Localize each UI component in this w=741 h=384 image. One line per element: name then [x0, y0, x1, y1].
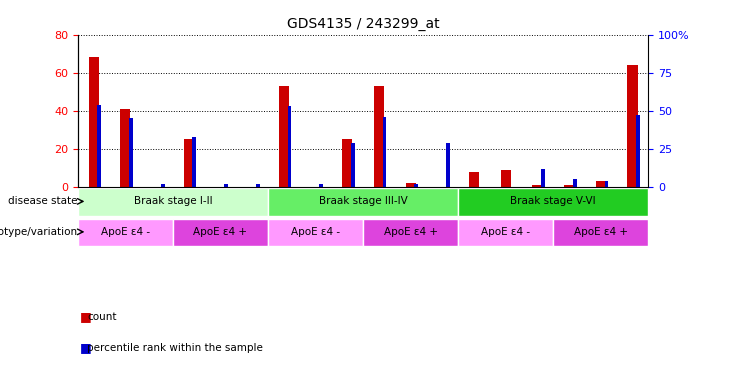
Bar: [173, 219, 268, 246]
Bar: [414, 184, 418, 187]
Text: ApoE ε4 +: ApoE ε4 +: [574, 227, 628, 237]
Bar: [564, 185, 574, 187]
Bar: [224, 184, 228, 187]
Bar: [184, 139, 194, 187]
Text: ■: ■: [80, 341, 92, 354]
Text: ApoE ε4 +: ApoE ε4 +: [384, 227, 438, 237]
Bar: [446, 142, 450, 187]
Bar: [596, 181, 606, 187]
Bar: [405, 183, 416, 187]
Bar: [256, 184, 259, 187]
Bar: [78, 188, 268, 216]
Bar: [78, 219, 173, 246]
Bar: [89, 57, 99, 187]
Text: count: count: [87, 312, 117, 322]
Bar: [605, 181, 608, 187]
Bar: [97, 104, 101, 187]
Bar: [193, 137, 196, 187]
Bar: [532, 185, 542, 187]
Bar: [541, 169, 545, 187]
Text: ApoE ε4 +: ApoE ε4 +: [193, 227, 247, 237]
Text: ApoE ε4 -: ApoE ε4 -: [101, 227, 150, 237]
Bar: [268, 188, 458, 216]
Bar: [469, 172, 479, 187]
Bar: [120, 109, 130, 187]
Bar: [458, 188, 648, 216]
Text: ApoE ε4 -: ApoE ε4 -: [481, 227, 531, 237]
Text: ■: ■: [80, 310, 92, 323]
Bar: [288, 106, 291, 187]
Bar: [501, 170, 511, 187]
Text: Braak stage V-VI: Braak stage V-VI: [511, 196, 596, 207]
Bar: [637, 115, 640, 187]
Text: disease state: disease state: [8, 196, 78, 207]
Bar: [342, 139, 352, 187]
Bar: [279, 86, 289, 187]
Title: GDS4135 / 243299_at: GDS4135 / 243299_at: [287, 17, 439, 31]
Bar: [374, 86, 384, 187]
Text: Braak stage III-IV: Braak stage III-IV: [319, 196, 408, 207]
Bar: [628, 65, 637, 187]
Bar: [129, 118, 133, 187]
Bar: [573, 179, 576, 187]
Bar: [458, 219, 554, 246]
Bar: [351, 142, 355, 187]
Bar: [319, 184, 323, 187]
Text: Braak stage I-II: Braak stage I-II: [133, 196, 212, 207]
Bar: [554, 219, 648, 246]
Text: ApoE ε4 -: ApoE ε4 -: [291, 227, 340, 237]
Bar: [363, 219, 458, 246]
Bar: [268, 219, 363, 246]
Text: percentile rank within the sample: percentile rank within the sample: [87, 343, 263, 353]
Bar: [382, 117, 386, 187]
Bar: [161, 184, 165, 187]
Text: genotype/variation: genotype/variation: [0, 227, 78, 237]
